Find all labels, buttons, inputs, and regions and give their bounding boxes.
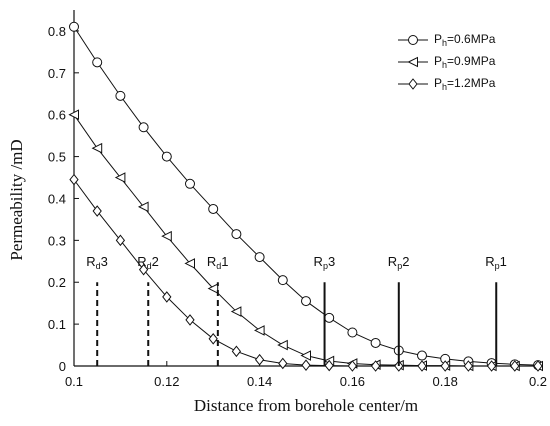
data-point bbox=[300, 350, 311, 361]
data-point bbox=[230, 306, 242, 317]
data-point bbox=[253, 325, 265, 336]
data-point bbox=[91, 142, 103, 154]
annotation-group: Rd3 Rd2 Rd1 Rp3 Rp2 Rp1 bbox=[86, 254, 507, 366]
data-point bbox=[277, 339, 288, 351]
y-tick-label: 0.6 bbox=[48, 108, 66, 123]
legend-label: Ph=0.9MPa bbox=[434, 54, 496, 70]
data-point bbox=[69, 21, 79, 32]
data-point bbox=[69, 173, 79, 186]
series-3 bbox=[69, 173, 543, 372]
data-point bbox=[324, 312, 335, 323]
series-1 bbox=[69, 21, 543, 371]
data-point bbox=[185, 178, 195, 189]
series-group bbox=[68, 21, 543, 372]
data-point bbox=[231, 345, 242, 358]
y-axis-title: Permeability /mD bbox=[7, 139, 26, 260]
data-point bbox=[115, 90, 126, 101]
data-point bbox=[161, 151, 172, 162]
legend-marker bbox=[408, 78, 418, 90]
data-point bbox=[137, 201, 149, 213]
x-tick-label: 0.16 bbox=[340, 374, 365, 389]
data-point bbox=[347, 327, 358, 338]
data-point bbox=[138, 263, 149, 276]
series-line bbox=[73, 114, 538, 367]
data-point bbox=[114, 172, 126, 183]
data-point bbox=[324, 359, 334, 372]
data-point bbox=[370, 337, 381, 348]
radius-label-rp1: Rp1 bbox=[485, 254, 507, 271]
data-point bbox=[486, 360, 497, 372]
radius-label-rp2: Rp2 bbox=[388, 254, 410, 271]
radius-label-rd1: Rd1 bbox=[207, 254, 229, 271]
data-point bbox=[370, 360, 381, 372]
data-point bbox=[463, 360, 474, 372]
legend: Ph=0.6MPa Ph=0.9MPa Ph=1.2MPa bbox=[398, 32, 496, 92]
radius-label-rd2: Rd2 bbox=[137, 254, 159, 271]
data-point bbox=[231, 229, 242, 240]
data-point bbox=[92, 205, 102, 217]
x-tick-label: 0.12 bbox=[154, 374, 179, 389]
data-point bbox=[92, 57, 103, 68]
y-tick-label: 0.5 bbox=[48, 150, 66, 165]
data-point bbox=[417, 360, 427, 372]
x-tick-label: 0.2 bbox=[529, 374, 547, 389]
legend-item-1: Ph=0.6MPa bbox=[398, 32, 496, 48]
data-point bbox=[162, 291, 172, 303]
data-point bbox=[207, 283, 219, 294]
data-point bbox=[278, 357, 288, 370]
legend-item-3: Ph=1.2MPa bbox=[398, 76, 496, 92]
radius-label-rd3: Rd3 bbox=[86, 254, 108, 271]
data-point bbox=[254, 353, 265, 366]
y-tick-label: 0.3 bbox=[48, 233, 66, 248]
data-point bbox=[208, 332, 218, 345]
data-point bbox=[254, 252, 265, 263]
axes-group: 0.1 0.12 0.14 0.16 0.18 0.200.10.20.30.40.50.… bbox=[48, 10, 547, 389]
legend-marker bbox=[408, 35, 418, 45]
legend-label: Ph=1.2MPa bbox=[434, 76, 496, 92]
legend-marker bbox=[407, 56, 418, 68]
data-point bbox=[440, 360, 450, 372]
data-point bbox=[185, 314, 195, 326]
data-point bbox=[138, 122, 149, 133]
data-point bbox=[161, 230, 172, 242]
data-point bbox=[184, 258, 195, 269]
y-tick-label: 0.7 bbox=[48, 66, 66, 81]
x-tick-label: 0.18 bbox=[433, 374, 458, 389]
y-tick-label: 0.8 bbox=[48, 24, 66, 39]
data-point bbox=[510, 360, 520, 372]
radius-label-rp3: Rp3 bbox=[314, 254, 336, 271]
legend-item-2: Ph=0.9MPa bbox=[398, 54, 496, 70]
y-tick-label: 0.2 bbox=[48, 275, 66, 290]
data-point bbox=[301, 359, 311, 371]
legend-label: Ph=0.6MPa bbox=[434, 32, 496, 48]
data-point bbox=[208, 203, 219, 214]
data-point bbox=[417, 350, 427, 361]
series-2 bbox=[68, 109, 543, 372]
data-point bbox=[301, 296, 311, 307]
y-tick-label: 0.4 bbox=[48, 191, 66, 206]
y-tick-label: 0.1 bbox=[48, 317, 66, 332]
data-point bbox=[533, 360, 543, 372]
y-tick-label: 0 bbox=[59, 359, 66, 374]
data-point bbox=[277, 275, 288, 286]
x-axis-title: Distance from borehole center/m bbox=[194, 396, 418, 415]
x-tick-label: 0.1 bbox=[65, 374, 83, 389]
data-point bbox=[115, 234, 126, 247]
data-point bbox=[68, 109, 79, 121]
data-point bbox=[347, 360, 358, 372]
x-tick-label: 0.14 bbox=[247, 374, 272, 389]
